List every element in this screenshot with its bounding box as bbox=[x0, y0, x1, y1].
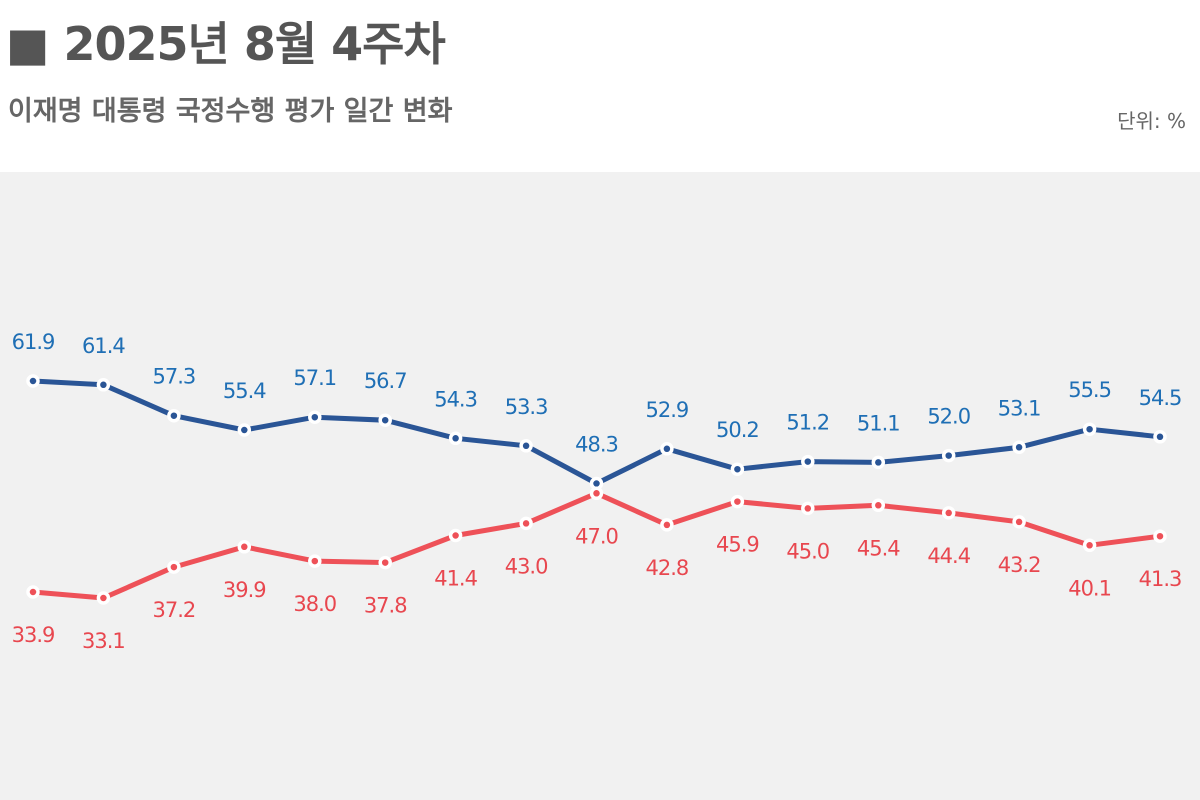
series-2-point bbox=[237, 540, 252, 554]
series-1-point bbox=[519, 439, 533, 453]
series-2-point bbox=[660, 518, 674, 532]
unit-label: 단위: % bbox=[1117, 109, 1186, 133]
series-1-point bbox=[308, 410, 322, 424]
series-2-data-label: 47.0 bbox=[575, 524, 618, 548]
series-2-point bbox=[1082, 538, 1097, 553]
series-2-point bbox=[730, 494, 745, 509]
series-2-point bbox=[378, 555, 392, 570]
series-1-data-label: 50.2 bbox=[716, 418, 759, 442]
series-2-point bbox=[1153, 529, 1167, 543]
series-2-data-label: 41.4 bbox=[434, 567, 477, 591]
series-2-data-label: 43.0 bbox=[505, 554, 548, 578]
series-1-point bbox=[378, 413, 392, 427]
series-1-point bbox=[1082, 422, 1097, 436]
series-1-point bbox=[26, 374, 40, 388]
series-1-point bbox=[871, 455, 886, 470]
series-1-point bbox=[1012, 440, 1026, 455]
series-2-point bbox=[1012, 515, 1026, 529]
series-2-data-label: 42.8 bbox=[646, 556, 689, 580]
series-2-point bbox=[26, 585, 40, 599]
series-2-data-label: 33.9 bbox=[12, 623, 55, 647]
series-1-data-label: 61.4 bbox=[82, 334, 125, 358]
series-2-point bbox=[167, 560, 181, 574]
series-2-data-label: 45.9 bbox=[716, 533, 759, 557]
series-2-data-label: 39.9 bbox=[223, 578, 266, 602]
series-1-point bbox=[941, 448, 956, 463]
series-2-point bbox=[801, 501, 815, 516]
series-1-point bbox=[1153, 430, 1167, 444]
series-2-data-label: 41.3 bbox=[1139, 567, 1182, 591]
series-1-point bbox=[730, 462, 745, 476]
series-2-point bbox=[519, 516, 533, 531]
series-1-data-label: 57.3 bbox=[153, 365, 196, 389]
series-1-data-label: 51.1 bbox=[857, 411, 900, 435]
series-2-data-label: 43.2 bbox=[998, 553, 1041, 577]
series-2-data-label: 44.4 bbox=[927, 544, 970, 568]
series-1-data-label: 48.3 bbox=[575, 433, 618, 457]
series-2-data-label: 37.2 bbox=[153, 598, 196, 622]
series-1-point bbox=[448, 431, 463, 446]
series-1-data-label: 54.3 bbox=[434, 387, 477, 411]
series-2-data-label: 38.0 bbox=[293, 592, 336, 616]
series-1-point bbox=[237, 423, 252, 437]
series-1-point bbox=[167, 408, 181, 423]
series-1-point bbox=[801, 454, 815, 469]
series-1-data-label: 56.7 bbox=[364, 369, 407, 393]
series-2-data-label: 45.0 bbox=[786, 539, 829, 563]
data-labels: 61.9 61.4 57.3 55.4 57.1 56.7 54.3 53.3 48.3 52.9… bbox=[12, 330, 1183, 653]
series-1-data-label: 51.2 bbox=[786, 411, 829, 435]
series-1-data-label: 55.4 bbox=[223, 379, 266, 403]
series-2-point bbox=[96, 591, 111, 605]
series-1-point bbox=[96, 378, 111, 392]
series-2-point bbox=[941, 506, 956, 520]
series-1-data-label: 53.3 bbox=[505, 395, 548, 419]
series-2-data-label: 37.8 bbox=[364, 594, 407, 618]
series-2-data-label: 45.4 bbox=[857, 536, 900, 560]
series-points bbox=[26, 374, 1167, 605]
series-2-data-label: 33.1 bbox=[82, 629, 125, 653]
chart-subtitle: 이재명 대통령 국정수행 평가 일간 변화 bbox=[8, 96, 453, 127]
series-2-point bbox=[448, 528, 463, 543]
series-1-point bbox=[660, 442, 674, 456]
series-1-data-label: 52.9 bbox=[646, 398, 689, 422]
series-1-data-label: 55.5 bbox=[1068, 378, 1111, 402]
series-1-data-label: 57.1 bbox=[293, 366, 336, 390]
series-1-data-label: 61.9 bbox=[12, 330, 55, 354]
series-1-data-label: 54.5 bbox=[1139, 386, 1182, 410]
series-2-point bbox=[589, 486, 604, 501]
series-2-point bbox=[871, 498, 886, 513]
chart-title: ■ 2025년 8월 4주차 bbox=[6, 17, 446, 71]
series-1-data-label: 52.0 bbox=[927, 405, 970, 429]
series-1-data-label: 53.1 bbox=[998, 396, 1041, 420]
series-2-point bbox=[308, 554, 322, 568]
series-2-data-label: 40.1 bbox=[1068, 576, 1111, 600]
